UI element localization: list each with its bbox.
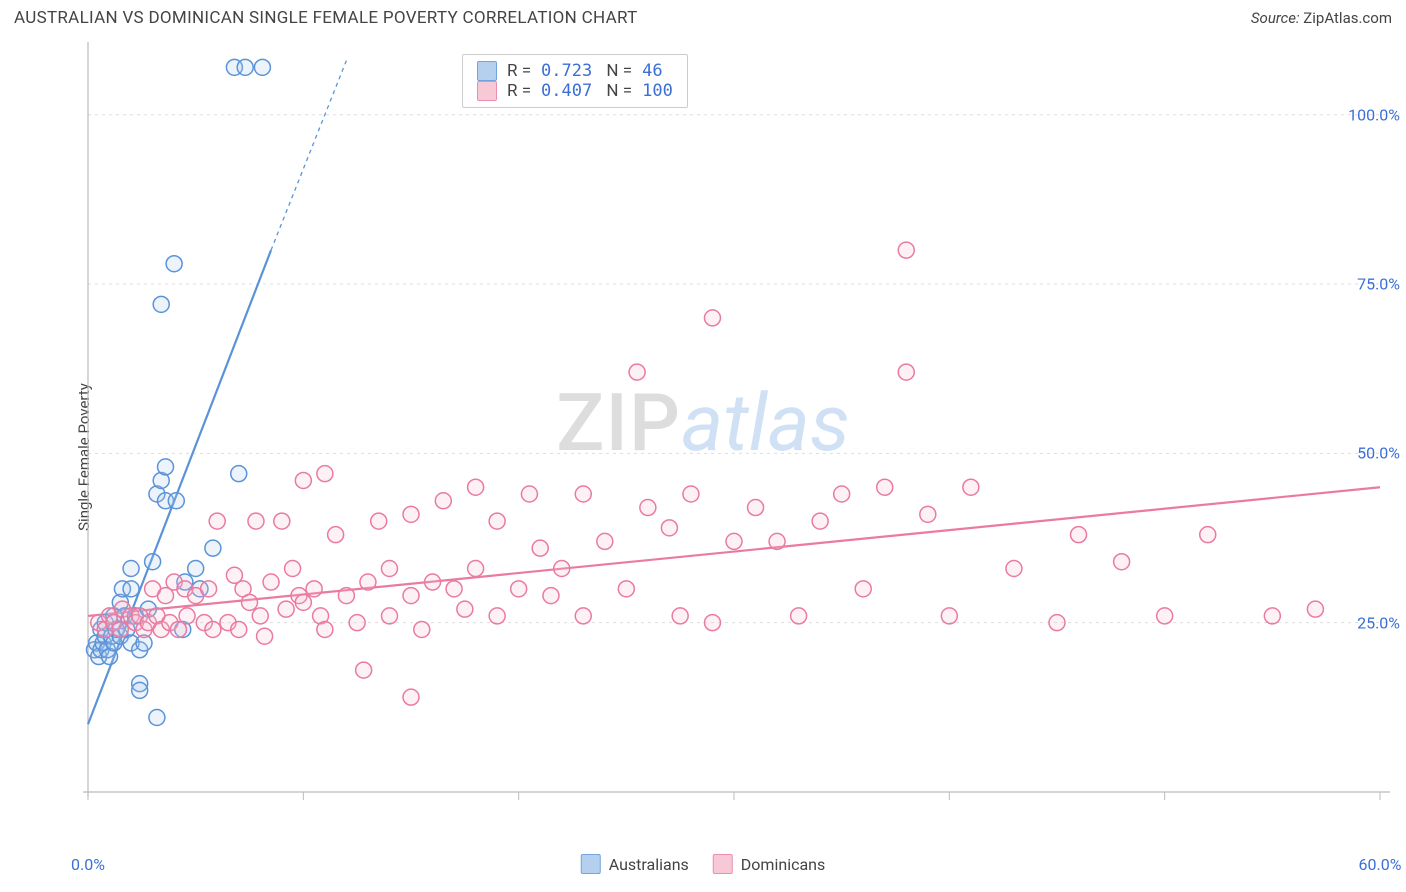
y-tick-label: 50.0% — [1357, 444, 1400, 463]
y-tick-label: 25.0% — [1357, 613, 1400, 632]
x-tick-label: 0.0% — [71, 855, 105, 874]
stats-r-value: 0.407 — [541, 81, 592, 101]
y-tick-label: 75.0% — [1357, 275, 1400, 294]
correlation-stats-box: R = 0.723 N = 46 R = 0.407 N = 100 — [462, 54, 688, 108]
chart-source: Source: ZipAtlas.com — [1251, 9, 1392, 27]
stats-row-dominicans: R = 0.407 N = 100 — [477, 81, 673, 101]
y-tick-label: 100.0% — [1348, 105, 1400, 124]
stats-n-label: N = — [602, 81, 632, 101]
scatter-plot-svg — [40, 32, 1390, 842]
chart-title: AUSTRALIAN VS DOMINICAN SINGLE FEMALE PO… — [14, 8, 638, 28]
source-value: ZipAtlas.com — [1303, 9, 1392, 27]
legend-item-dominicans: Dominicans — [713, 854, 825, 874]
legend-swatch-icon — [713, 854, 733, 874]
chart-area: Single Female Poverty ZIPatlas 25.0%50.0… — [0, 32, 1406, 882]
stats-r-value: 0.723 — [541, 61, 592, 81]
legend-item-australians: Australians — [581, 854, 689, 874]
legend-swatch-icon — [477, 61, 497, 81]
x-tick-label: 60.0% — [1359, 855, 1402, 874]
bottom-legend: Australians Dominicans — [581, 854, 826, 874]
stats-r-label: R = — [507, 61, 531, 81]
stats-r-label: R = — [507, 81, 531, 101]
stats-n-value: 100 — [642, 81, 673, 101]
source-label: Source: — [1251, 9, 1300, 27]
legend-swatch-icon — [477, 81, 497, 101]
stats-n-value: 46 — [642, 61, 662, 81]
legend-label: Dominicans — [741, 855, 825, 874]
legend-swatch-icon — [581, 854, 601, 874]
chart-header: AUSTRALIAN VS DOMINICAN SINGLE FEMALE PO… — [0, 0, 1406, 32]
stats-n-label: N = — [602, 61, 632, 81]
stats-row-australians: R = 0.723 N = 46 — [477, 61, 673, 81]
legend-label: Australians — [609, 855, 689, 874]
